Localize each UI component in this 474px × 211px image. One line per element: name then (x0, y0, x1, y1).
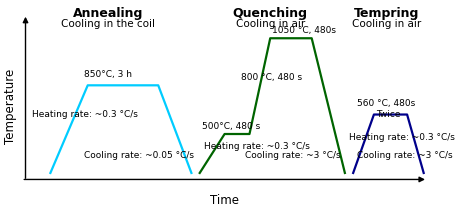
Text: 850°C, 3 h: 850°C, 3 h (83, 70, 132, 79)
Text: Cooling in air: Cooling in air (352, 19, 421, 29)
Text: Quenching: Quenching (233, 7, 308, 20)
Text: Twice: Twice (376, 110, 401, 119)
Text: Heating rate: ~0.3 °C/s: Heating rate: ~0.3 °C/s (32, 110, 137, 119)
Text: 560 °C, 480s: 560 °C, 480s (357, 99, 416, 108)
Text: 1050 °C, 480s: 1050 °C, 480s (272, 26, 336, 35)
Text: Cooling rate: ~3 °C/s: Cooling rate: ~3 °C/s (246, 151, 341, 160)
Text: Cooling rate: ~0.05 °C/s: Cooling rate: ~0.05 °C/s (83, 151, 193, 160)
Text: Cooling rate: ~3 °C/s: Cooling rate: ~3 °C/s (357, 151, 453, 160)
Text: Cooling in the coil: Cooling in the coil (62, 19, 155, 29)
Text: Annealing: Annealing (73, 7, 144, 20)
Text: Time: Time (210, 194, 239, 207)
Text: Temperature: Temperature (4, 69, 18, 144)
Text: Heating rate: ~0.3 °C/s: Heating rate: ~0.3 °C/s (349, 133, 455, 142)
Text: 500°C, 480 s: 500°C, 480 s (202, 122, 260, 131)
Text: Cooling in air: Cooling in air (236, 19, 305, 29)
Text: Heating rate: ~0.3 °C/s: Heating rate: ~0.3 °C/s (204, 142, 310, 151)
Text: Tempring: Tempring (354, 7, 419, 20)
Text: 800 °C, 480 s: 800 °C, 480 s (241, 73, 302, 82)
